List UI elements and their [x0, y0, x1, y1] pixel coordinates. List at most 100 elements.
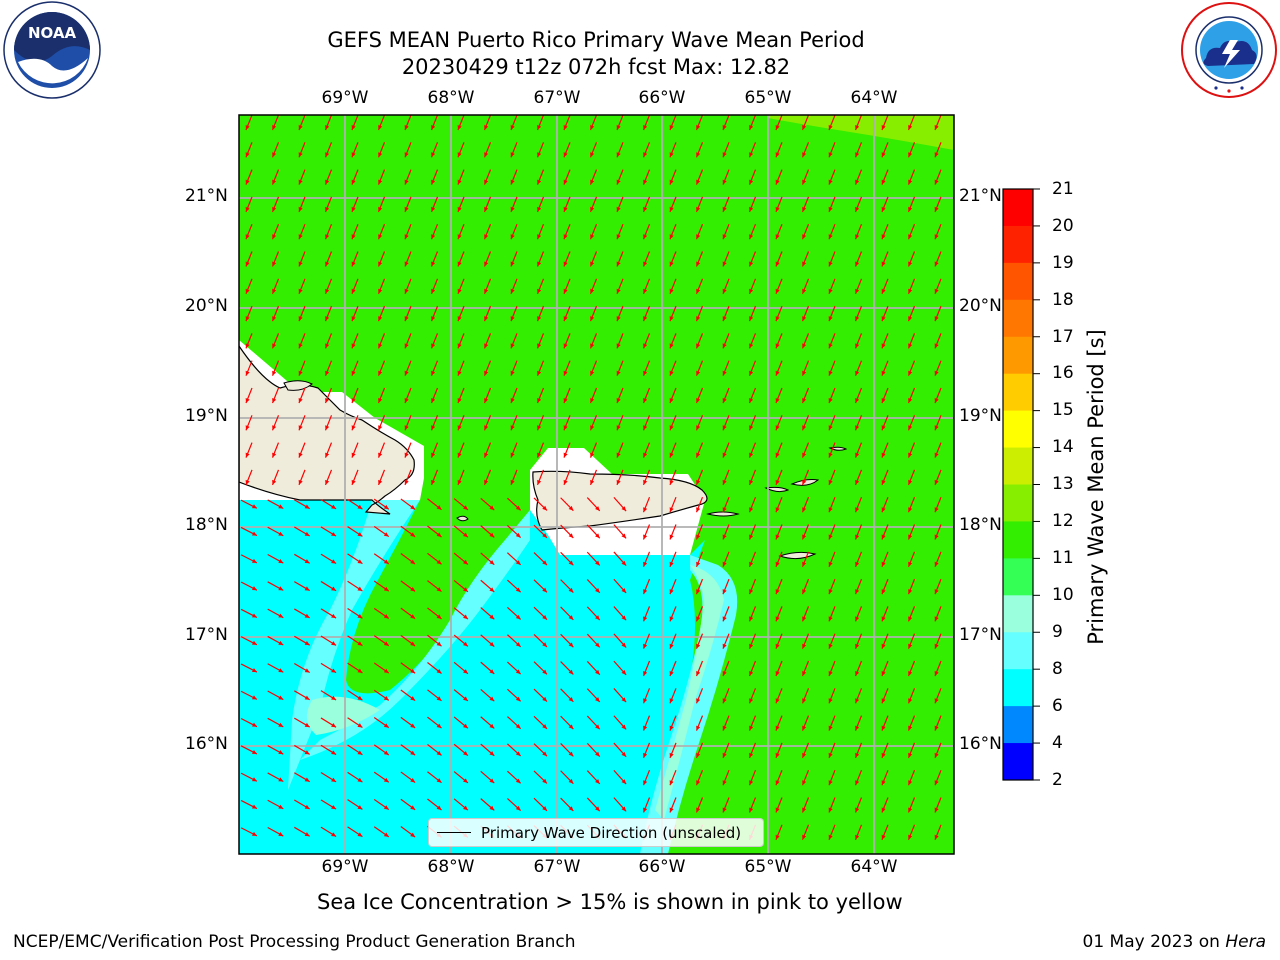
wave-arrow-head [881, 561, 886, 567]
wave-arrow-head [484, 370, 489, 376]
wave-arrow-head [378, 343, 383, 349]
colorbar-tick: 6 [1052, 696, 1063, 716]
wave-arrow-head [881, 807, 886, 813]
wave-arrow-head [383, 750, 389, 755]
wave-arrow-head [696, 316, 701, 322]
wave-arrow-head [621, 697, 627, 703]
wave-arrow-head [775, 234, 780, 240]
wave-arrow-head [537, 452, 542, 458]
wave-arrow-head [621, 560, 627, 566]
wave-arrow-head [325, 179, 330, 185]
wave-arrow-head [696, 398, 701, 403]
wave-arrow-head [431, 179, 436, 185]
wave-arrow-head [251, 531, 257, 536]
wave-arrow-head [272, 152, 277, 158]
wave-arrow-head [325, 343, 330, 349]
wave-arrow-head [272, 425, 277, 431]
wave-arrow-head [457, 234, 462, 240]
wave-arrow-head [404, 343, 409, 349]
wave-arrow-head [722, 698, 727, 704]
wave-arrow-head [775, 288, 780, 294]
wave-arrow-head [410, 586, 416, 592]
chart-title: GEFS MEAN Puerto Rico Primary Wave Mean … [327, 28, 865, 52]
wave-arrow-head [775, 152, 780, 158]
wave-arrow-head [410, 832, 416, 838]
lat-label-left: 21°N [185, 186, 228, 206]
wave-arrow-head [775, 398, 780, 403]
wave-arrow-head [351, 316, 356, 322]
wave-arrow-head [669, 752, 674, 758]
wave-arrow-head [855, 152, 860, 158]
wave-arrow-head [749, 534, 754, 540]
wave-arrow-head [749, 261, 754, 267]
lat-label-right: 21°N [959, 186, 1002, 206]
wave-arrow-head [325, 370, 330, 376]
wave-arrow-head [855, 780, 860, 786]
wave-arrow-head [749, 316, 754, 322]
wave-arrow-head [563, 479, 568, 485]
wave-arrow-head [378, 370, 383, 376]
wave-arrow-head [515, 532, 521, 538]
wave-arrow-head [616, 288, 621, 294]
wave-arrow-head [436, 505, 442, 510]
wave-arrow-head [410, 723, 416, 728]
wave-arrow-head [489, 696, 495, 702]
colorbar-tick: 21 [1052, 179, 1074, 199]
wave-arrow-head [775, 261, 780, 267]
wave-arrow-head [669, 316, 674, 322]
wave-arrow-head [510, 152, 515, 158]
wave-arrow-head [304, 777, 310, 782]
wave-arrow-head [934, 234, 939, 240]
wave-arrow-head [828, 589, 833, 595]
wave-arrow-head [325, 234, 330, 240]
lat-label-left: 20°N [185, 296, 228, 316]
wave-arrow-head [595, 533, 600, 539]
wave-arrow-head [351, 425, 356, 431]
wave-arrow-head [278, 504, 284, 509]
wave-arrow-head [855, 288, 860, 294]
wave-arrow-head [934, 398, 939, 403]
wave-arrow-head [669, 206, 674, 212]
wave-arrow-head [669, 343, 674, 349]
wave-arrow-head [802, 725, 807, 731]
wave-arrow-head [934, 671, 939, 676]
wave-arrow-head [855, 452, 860, 458]
wave-arrow-head [775, 316, 780, 322]
wave-arrow-head [696, 616, 701, 622]
wave-arrow-head [881, 261, 886, 267]
wave-arrow-head [568, 697, 574, 702]
wave-arrow-head [749, 452, 754, 458]
colorbar-segment [1003, 410, 1033, 449]
wave-arrow-head [643, 288, 648, 294]
wave-arrow-head [855, 534, 860, 540]
wave-arrow-head [749, 152, 754, 158]
wave-arrow-head [722, 261, 727, 267]
footer-date-text: 01 May 2023 on [1082, 932, 1226, 952]
wave-arrow-head [251, 613, 257, 618]
wave-arrow-head [537, 316, 542, 322]
wave-arrow-head [908, 752, 913, 758]
wave-arrow-head [298, 179, 303, 185]
wave-arrow-head [802, 261, 807, 267]
wave-arrow-head [802, 807, 807, 813]
colorbar-segment [1003, 743, 1033, 781]
wave-arrow-head [383, 504, 389, 510]
wave-arrow-head [351, 206, 356, 212]
wave-arrow-head [383, 532, 389, 537]
wave-arrow-head [855, 125, 860, 130]
wave-arrow-head [934, 316, 939, 322]
wave-arrow-head [855, 425, 860, 431]
wave-arrow-head [802, 698, 807, 704]
wave-arrow-head [643, 725, 648, 731]
wave-arrow-head [251, 777, 257, 782]
wave-arrow-head [251, 695, 257, 700]
wave-arrow-head [908, 179, 913, 185]
wave-arrow-head [537, 288, 542, 294]
wave-arrow-head [616, 343, 621, 349]
wave-arrow-head [278, 832, 284, 837]
wave-arrow-head [357, 668, 363, 673]
wave-arrow-head [537, 370, 542, 376]
wave-arrow-head [251, 640, 257, 645]
wave-arrow-head [775, 616, 780, 622]
wave-arrow-head [298, 425, 303, 431]
